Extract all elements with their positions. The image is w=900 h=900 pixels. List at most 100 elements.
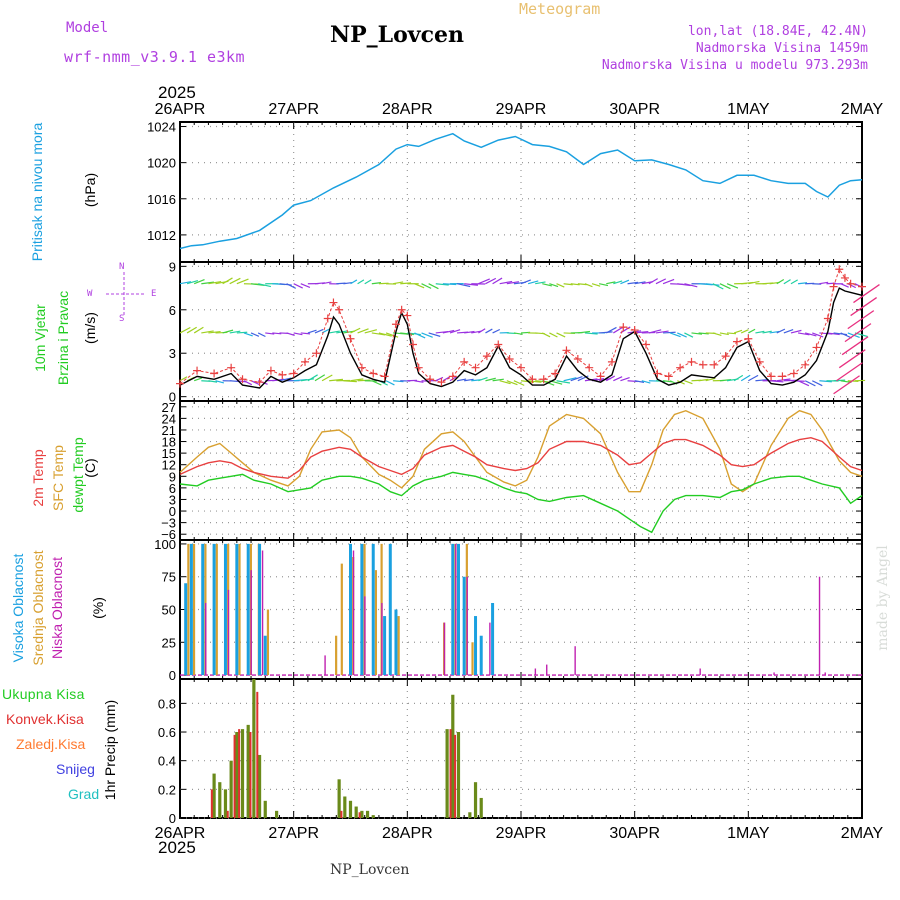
wind-barb <box>193 326 204 334</box>
wind-barb <box>243 332 253 337</box>
x-tick-label-top: 26APR <box>155 101 206 118</box>
temp-unit: (C) <box>82 458 98 478</box>
watermark: made by Angel <box>875 545 891 651</box>
wind-barb <box>393 281 404 285</box>
wind-barb <box>499 380 511 385</box>
x-tick-label-bottom: 28APR <box>382 825 433 842</box>
gust-marker <box>238 375 247 384</box>
wind-barb <box>364 329 377 334</box>
y-tick-label: −6 <box>161 527 176 542</box>
wind-barb <box>357 328 369 334</box>
wind-barb <box>677 332 687 338</box>
wind-barb <box>684 283 698 288</box>
y-tick-label: 0.2 <box>158 782 176 797</box>
wind-barb <box>528 380 542 383</box>
wind-barb <box>179 281 192 285</box>
wind-barb <box>357 379 371 382</box>
wind-barb <box>833 375 860 395</box>
y-tick-label: 0.8 <box>158 696 176 711</box>
mid-cloud-title: Srednja Oblacnost <box>30 550 46 666</box>
pressure-line <box>179 132 863 250</box>
gust-marker <box>329 298 338 307</box>
wind-barb <box>840 283 849 288</box>
wind-barb <box>719 332 729 336</box>
gust-marker <box>346 334 355 343</box>
wind-barb <box>790 329 802 334</box>
compass-n-label: N <box>119 262 125 272</box>
y-tick-label: 1012 <box>147 228 176 243</box>
altitude-label: Nadmorska Visina 1459m <box>695 41 868 56</box>
gust-marker <box>846 279 855 288</box>
product-title: Meteogram <box>519 0 601 18</box>
wind-barb <box>208 380 218 383</box>
y-tick-label: 0.4 <box>158 754 176 769</box>
wind-barb <box>850 297 878 317</box>
gust-marker <box>266 366 275 375</box>
wind-barb <box>471 330 482 334</box>
panel-frame-pressure <box>179 121 863 263</box>
wind-barb <box>364 279 372 285</box>
wind-barb <box>279 377 292 382</box>
gust-marker <box>630 326 639 335</box>
wind-barb <box>414 380 424 383</box>
x-tick-label-top: 29APR <box>496 101 547 118</box>
y-tick-label: 3 <box>169 492 176 507</box>
wind-barb <box>606 281 616 285</box>
x-tick-label-top: 27APR <box>268 101 319 118</box>
gust-marker <box>369 369 378 378</box>
wind-barb <box>442 329 455 334</box>
wind-barb <box>478 376 488 382</box>
wind-barb <box>844 323 872 343</box>
sfc-temp-line <box>179 409 863 493</box>
y-tick-label: 0 <box>169 668 176 683</box>
wind-barb <box>790 279 798 285</box>
gust-marker <box>505 355 514 364</box>
wind-barb <box>847 283 856 289</box>
gust-marker <box>664 372 673 381</box>
dewpt-line <box>179 471 863 534</box>
panel-frame-precip <box>179 678 863 819</box>
gust-marker <box>227 363 236 372</box>
wind-barb <box>797 332 810 336</box>
y-tick-label: 1016 <box>147 192 176 207</box>
y-tick-label: 75 <box>162 570 176 585</box>
gust-marker <box>517 363 525 372</box>
wind-barb <box>769 330 780 334</box>
wind-barb <box>506 380 518 386</box>
wind-barb <box>321 374 333 382</box>
wind-barb <box>513 380 525 386</box>
wind-barb <box>478 278 490 285</box>
wind-barb <box>194 377 203 382</box>
wind-barb <box>492 328 501 334</box>
y-tick-label: 100 <box>154 537 176 552</box>
y-tick-label: 12 <box>162 458 176 473</box>
wind-barb <box>563 377 577 382</box>
wind-barb <box>712 283 724 290</box>
wind-barb <box>748 328 756 334</box>
wind-barb <box>250 332 260 337</box>
wind-barb <box>577 330 591 334</box>
wind-barb <box>584 332 598 335</box>
wind-speed-line <box>179 287 863 389</box>
y-tick-label: −3 <box>161 516 176 531</box>
gust-marker <box>653 369 662 378</box>
pressure-unit: (hPa) <box>82 172 98 208</box>
wind-barb <box>726 332 737 335</box>
year-label-top: 2025 <box>158 83 196 102</box>
wind-barb <box>414 283 425 289</box>
gust-marker <box>698 360 707 369</box>
wind-barb <box>307 329 317 334</box>
year-label-bottom: 2025 <box>158 838 196 857</box>
compass-w-label: W <box>87 289 93 299</box>
gust-marker <box>551 369 560 378</box>
gust-marker <box>414 363 423 372</box>
gust-marker <box>471 363 480 372</box>
wind-barb <box>662 278 675 285</box>
gust-marker <box>176 379 184 388</box>
wind-barb <box>733 329 743 334</box>
wind-barb <box>783 279 791 285</box>
y-tick-label: 0 <box>169 390 176 405</box>
wind-barb <box>826 332 840 336</box>
wind-barb <box>748 374 759 382</box>
